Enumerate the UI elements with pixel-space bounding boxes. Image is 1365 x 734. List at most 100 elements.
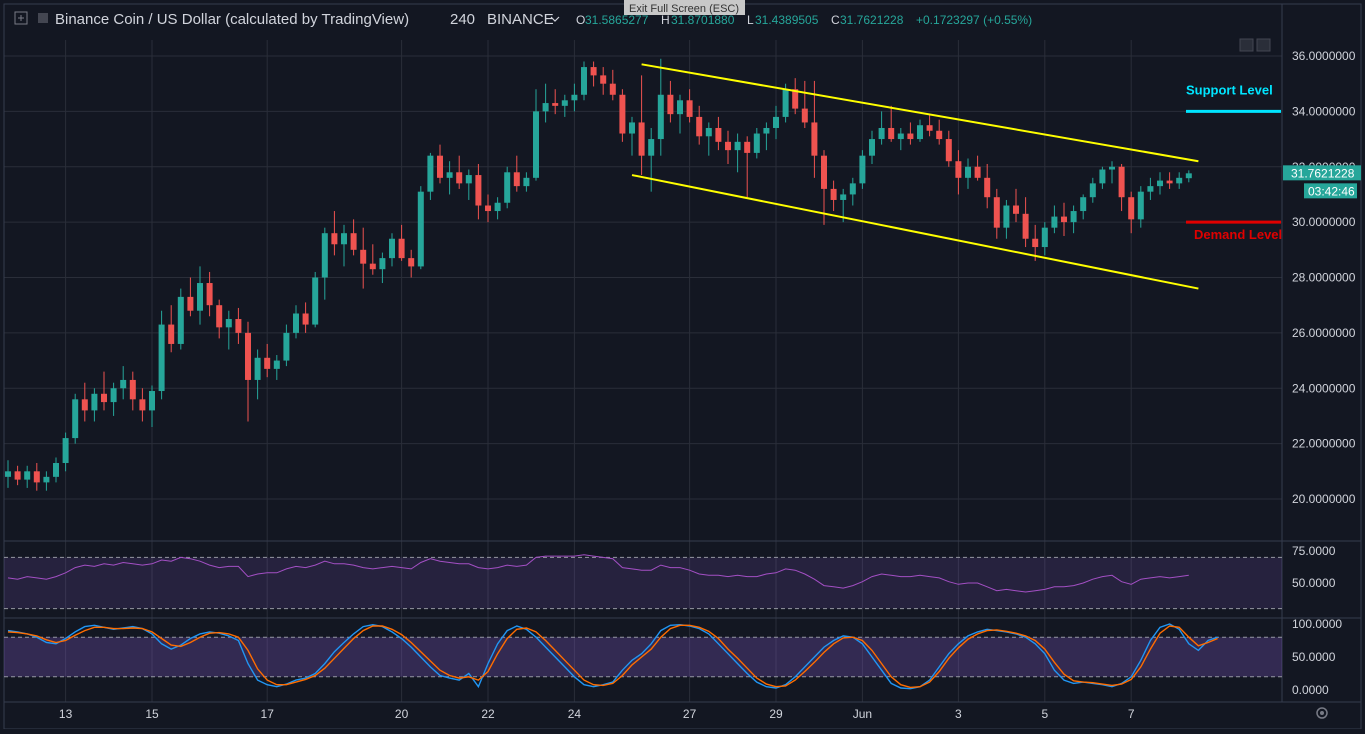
candle[interactable] (408, 249, 415, 278)
candle[interactable] (283, 324, 290, 367)
candle[interactable] (1041, 222, 1048, 256)
candle[interactable] (600, 67, 607, 95)
candle[interactable] (225, 310, 232, 350)
pane-minimize-icon[interactable] (1239, 38, 1254, 52)
price-axis-labels[interactable]: 36.000000034.000000032.000000030.0000000… (1292, 49, 1356, 506)
candle[interactable] (696, 105, 703, 145)
candle[interactable] (744, 136, 751, 198)
candle[interactable] (101, 371, 107, 411)
candle[interactable] (1176, 172, 1183, 189)
candle[interactable] (293, 305, 299, 339)
candle[interactable] (43, 471, 50, 491)
candle[interactable] (648, 127, 655, 192)
candle[interactable] (72, 393, 79, 444)
candle[interactable] (638, 75, 645, 176)
pane-maximize-icon[interactable] (1256, 38, 1271, 52)
candle[interactable] (485, 194, 491, 223)
candle[interactable] (1109, 161, 1115, 184)
candle[interactable] (168, 305, 175, 353)
candle[interactable] (792, 78, 799, 115)
candle[interactable] (1157, 172, 1163, 195)
candle[interactable] (590, 61, 597, 87)
candle[interactable] (705, 122, 712, 156)
stoch-axis-labels[interactable]: 100.0000 50.0000 0.0000 (1292, 617, 1342, 697)
candle[interactable] (312, 271, 319, 328)
candle[interactable] (753, 127, 760, 159)
candle[interactable] (811, 80, 818, 178)
candle[interactable] (926, 114, 933, 137)
candle[interactable] (1089, 177, 1096, 203)
candle[interactable] (1022, 197, 1029, 248)
candle[interactable] (609, 69, 616, 101)
candle[interactable] (936, 119, 943, 145)
candle[interactable] (657, 58, 664, 156)
candle[interactable] (24, 465, 31, 488)
candle[interactable] (177, 288, 184, 350)
candle[interactable] (158, 310, 165, 400)
candle[interactable] (1118, 163, 1125, 212)
candle[interactable] (62, 432, 69, 472)
gear-icon[interactable] (1316, 707, 1328, 719)
candle[interactable] (245, 321, 251, 422)
candle[interactable] (821, 150, 827, 225)
candle[interactable] (206, 271, 213, 317)
candle[interactable] (1099, 166, 1106, 189)
candle[interactable] (667, 80, 674, 123)
candle[interactable] (955, 150, 962, 195)
candle[interactable] (888, 105, 895, 142)
exit-fullscreen-hint-bg[interactable] (624, 0, 745, 15)
candle[interactable] (1147, 177, 1154, 200)
candle[interactable] (110, 382, 117, 416)
candle[interactable] (81, 382, 88, 422)
candle[interactable] (494, 197, 501, 220)
candle[interactable] (686, 89, 693, 123)
candle[interactable] (91, 388, 98, 422)
candle[interactable] (331, 211, 338, 256)
candle[interactable] (254, 349, 261, 400)
candle[interactable] (1128, 191, 1135, 234)
collapse-legend-icon[interactable] (14, 11, 28, 25)
candle[interactable] (139, 388, 146, 422)
candle[interactable] (945, 130, 952, 167)
candle[interactable] (350, 219, 357, 256)
candle[interactable] (677, 94, 683, 134)
candle[interactable] (341, 224, 347, 267)
candle[interactable] (427, 152, 434, 200)
candle[interactable] (1051, 205, 1058, 234)
candle[interactable] (437, 144, 443, 184)
candle[interactable] (1013, 188, 1019, 223)
candle[interactable] (120, 366, 127, 400)
candle[interactable] (533, 89, 539, 181)
candle[interactable] (984, 163, 991, 209)
candle[interactable] (878, 111, 885, 145)
candle[interactable] (993, 188, 1000, 239)
candle[interactable] (264, 343, 271, 378)
candle[interactable] (1003, 199, 1010, 239)
candle[interactable] (446, 161, 453, 195)
candle[interactable] (456, 155, 463, 189)
candle[interactable] (629, 116, 635, 156)
interval-label[interactable]: 240 (450, 11, 475, 28)
exchange-label[interactable]: BINANCE (487, 11, 554, 28)
candle[interactable] (475, 163, 482, 220)
symbol-title[interactable]: Binance Coin / US Dollar (calculated by … (55, 11, 409, 28)
exit-fullscreen-hint[interactable]: Exit Full Screen (ESC) (629, 3, 739, 15)
candlestick-series[interactable] (5, 58, 1192, 491)
candle[interactable] (897, 127, 904, 151)
rsi-line[interactable] (7, 554, 1189, 593)
candle[interactable] (513, 155, 520, 192)
candle[interactable] (53, 457, 59, 483)
candle[interactable] (859, 150, 866, 189)
channel-lower-trendline[interactable] (631, 174, 1199, 290)
candle[interactable] (974, 155, 981, 181)
candle[interactable] (1070, 205, 1077, 234)
candle[interactable] (149, 385, 155, 428)
chevron-down-icon[interactable] (550, 16, 560, 22)
candle[interactable] (763, 122, 770, 151)
candle[interactable] (715, 116, 722, 151)
candle[interactable] (917, 119, 923, 142)
candle[interactable] (235, 307, 242, 344)
candle[interactable] (360, 227, 367, 289)
candle[interactable] (389, 233, 395, 267)
candle[interactable] (465, 169, 472, 200)
